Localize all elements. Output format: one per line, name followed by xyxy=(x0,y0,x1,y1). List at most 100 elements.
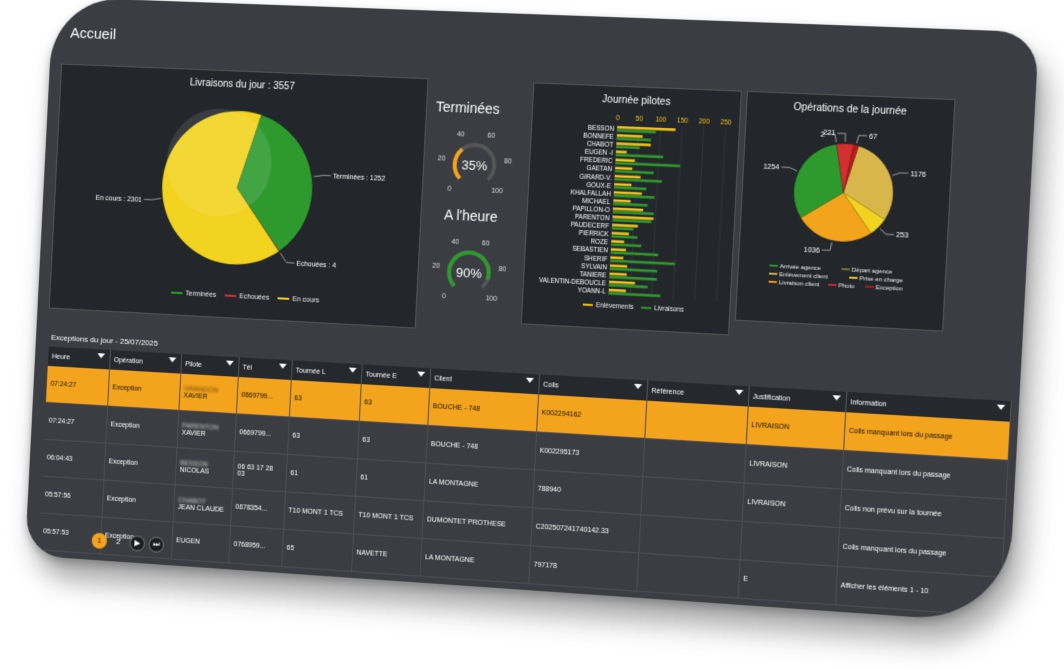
pie-label-leader xyxy=(880,229,895,235)
cell-tel: 0678354... xyxy=(230,488,286,530)
column-header-operation[interactable]: Opération xyxy=(109,349,182,374)
filter-icon[interactable] xyxy=(633,383,642,390)
gauge-value: 90% xyxy=(456,265,482,282)
bar-livraisons[interactable] xyxy=(613,202,648,207)
column-header-pilote[interactable]: Pilote xyxy=(180,354,239,377)
bar-enlevements[interactable] xyxy=(608,288,626,293)
cell-reference xyxy=(640,476,744,522)
bar-livraisons[interactable] xyxy=(612,210,654,216)
category-label: SYLVAIN xyxy=(581,263,607,271)
bar-livraisons[interactable] xyxy=(610,251,659,257)
pie-label-prise-en-charge: 253 xyxy=(896,232,909,240)
bar-livraisons[interactable] xyxy=(610,259,676,266)
bar-enlevements[interactable] xyxy=(609,272,627,276)
bar-livraisons[interactable] xyxy=(609,267,658,273)
column-header-tournee-e[interactable]: Tournée E xyxy=(360,364,431,389)
filter-icon[interactable] xyxy=(96,353,105,359)
filter-icon[interactable] xyxy=(348,367,357,373)
category-label: GIRARD-V. xyxy=(579,173,612,182)
gauge-tick-label: 80 xyxy=(504,158,512,165)
legend-swatch-prise-en-charge xyxy=(849,276,858,279)
bar-enlevements[interactable] xyxy=(615,158,635,163)
bar-enlevements[interactable] xyxy=(609,280,636,285)
cell-pilote: PARENTON XAVIER xyxy=(176,410,236,452)
category-label: SEBASTIEN xyxy=(572,246,608,255)
bar-enlevements[interactable] xyxy=(615,166,633,171)
filter-icon[interactable] xyxy=(167,357,176,363)
bar-enlevements[interactable] xyxy=(609,264,628,268)
filter-icon[interactable] xyxy=(225,360,234,366)
pilots-panel: Journée pilotes 0 50 100 150 200 250 BESSON BON… xyxy=(520,82,742,336)
deliveries-panel: Livraisons du jour : 3557 Terminées : 12… xyxy=(48,63,429,329)
column-header-label: Opération xyxy=(113,356,144,366)
bar-livraisons[interactable] xyxy=(614,186,647,191)
filter-icon[interactable] xyxy=(416,371,425,377)
x-tick-label: 250 xyxy=(720,119,732,127)
pie-highlight xyxy=(164,106,275,219)
legend-swatch-exception xyxy=(865,285,874,288)
filter-icon[interactable] xyxy=(734,389,743,396)
cell-heure: 06:04:43 xyxy=(42,439,106,481)
bar-livraisons[interactable] xyxy=(611,243,642,248)
bar-livraisons[interactable] xyxy=(608,291,661,298)
bar-enlevements[interactable] xyxy=(610,256,624,260)
bar-enlevements[interactable] xyxy=(615,150,627,154)
pilots-bar-chart: 0 50 100 150 200 250 BESSONBONNEFECHABOTEUGEN … xyxy=(539,115,732,314)
bar-livraisons[interactable] xyxy=(611,234,638,239)
bar-enlevements[interactable] xyxy=(613,191,642,196)
bar-enlevements[interactable] xyxy=(613,199,631,203)
pie-slice-terminees[interactable] xyxy=(234,114,316,252)
gauge-tick-label: 100 xyxy=(485,295,497,303)
bar-livraisons[interactable] xyxy=(611,226,634,231)
cell-reference xyxy=(642,438,746,483)
bar-enlevements[interactable] xyxy=(614,174,641,179)
bar-enlevements[interactable] xyxy=(610,248,626,252)
pie-slice-arrivee-agence[interactable] xyxy=(793,143,846,220)
exceptions-table: Heure Opération Pilote Tél Tournée L Tou… xyxy=(38,346,1011,617)
legend-swatch-enlevement-client xyxy=(769,272,778,275)
legend-label-enlevements: Enlèvements xyxy=(596,302,634,311)
bar-livraisons[interactable] xyxy=(609,275,657,281)
bar-enlevements[interactable] xyxy=(612,207,644,212)
filter-icon[interactable] xyxy=(831,395,841,401)
column-header-label: Référence xyxy=(651,387,685,397)
gauges-panel: Terminées 0 20 40 60 80 100 35% A l'heure 0 20 4… xyxy=(417,78,529,332)
category-label: TANIERE xyxy=(579,271,606,280)
legend-swatch-enlevements xyxy=(582,303,593,307)
bar-livraisons[interactable] xyxy=(614,169,654,175)
bar-enlevements[interactable] xyxy=(612,223,639,228)
category-label: PIERRICK xyxy=(579,230,610,239)
bar-enlevements[interactable] xyxy=(611,231,629,236)
cell-justification xyxy=(739,521,840,567)
bar-livraisons[interactable] xyxy=(615,153,664,159)
column-header-tel[interactable]: Tél xyxy=(237,357,292,380)
cell-tournee-l: 61 xyxy=(285,454,357,497)
column-header-label: Heure xyxy=(51,352,71,361)
bar-livraisons[interactable] xyxy=(615,161,681,168)
cell-reference xyxy=(638,514,742,560)
cell-colis: 797178 xyxy=(528,545,639,592)
bar-enlevements[interactable] xyxy=(614,182,632,187)
legend-label-depart-agence: Départ agence xyxy=(851,268,892,276)
bar-enlevements[interactable] xyxy=(611,239,625,244)
bar-livraisons[interactable] xyxy=(613,194,655,199)
cell-operation: Exception xyxy=(103,443,177,485)
pilote-firstname: EUGEN xyxy=(175,537,201,546)
cell-reference xyxy=(644,400,748,445)
pie-label-leader xyxy=(822,242,832,250)
bar-livraisons[interactable] xyxy=(608,283,648,289)
bar-livraisons[interactable] xyxy=(616,137,652,142)
bar-livraisons[interactable] xyxy=(614,178,662,183)
column-header-heure[interactable]: Heure xyxy=(47,346,111,370)
column-header-label: Tournée E xyxy=(365,370,398,380)
filter-icon[interactable] xyxy=(278,363,287,369)
column-header-tournee-l[interactable]: Tournée L xyxy=(290,360,362,385)
filter-icon[interactable] xyxy=(996,404,1005,411)
category-label: VALENTIN-DEBOUCLE xyxy=(539,277,606,288)
filter-icon[interactable] xyxy=(525,377,534,384)
cell-client: BOUCHE - 748 xyxy=(427,388,539,432)
bar-enlevements[interactable] xyxy=(616,134,643,138)
category-label: MICHAEL xyxy=(582,198,611,206)
bar-livraisons[interactable] xyxy=(616,145,640,150)
